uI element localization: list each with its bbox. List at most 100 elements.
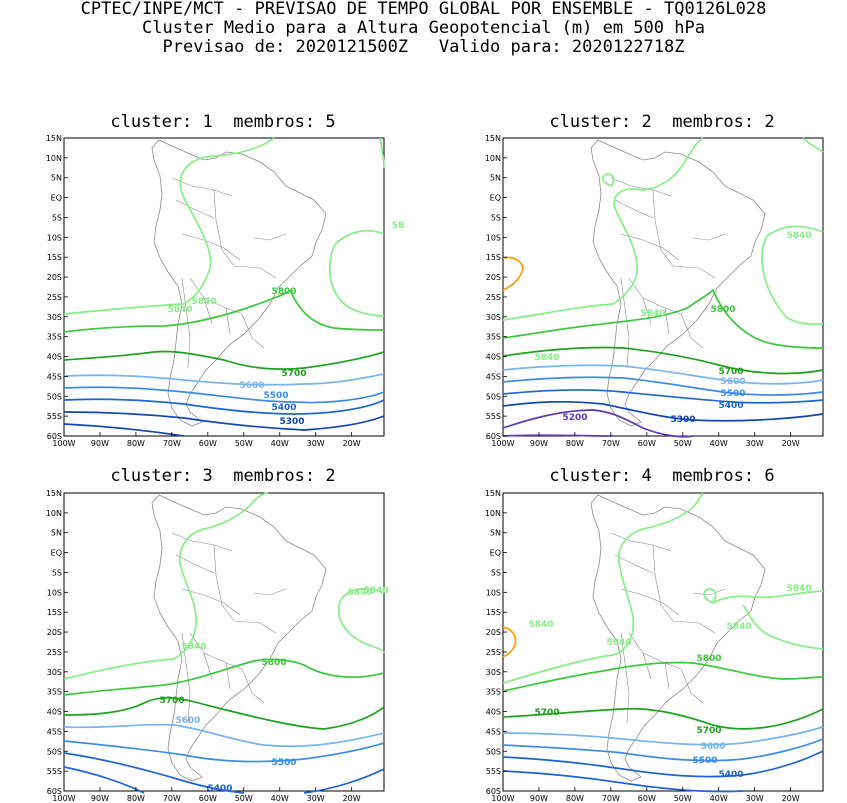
lat-label: 50S xyxy=(486,392,501,401)
contour-line xyxy=(761,225,824,326)
lat-label: EQ xyxy=(51,549,62,558)
contour-label: 5500 xyxy=(692,756,717,766)
contour-label: 5300 xyxy=(279,417,304,427)
lat-label: 10N xyxy=(46,154,62,163)
south-america-outline xyxy=(590,139,766,427)
contour-line xyxy=(502,137,704,321)
south-america-outline xyxy=(151,139,327,427)
contour-line xyxy=(502,626,517,658)
plot-frame xyxy=(502,137,824,437)
lat-label: 60S xyxy=(47,432,62,441)
lat-label: 40S xyxy=(47,353,62,362)
lat-label: 5N xyxy=(51,174,62,183)
lon-label: 30W xyxy=(307,439,325,448)
contour-label: 5500 xyxy=(263,391,288,401)
contour-line xyxy=(502,738,824,762)
plot-frame xyxy=(63,492,385,792)
lat-label: 10S xyxy=(486,233,501,242)
lat-label: 15N xyxy=(46,489,62,498)
lon-label: 80W xyxy=(566,439,584,448)
contour-label: 5840 xyxy=(726,622,751,632)
contour-line xyxy=(63,696,385,730)
country-borders xyxy=(610,177,726,369)
contour-label: 5700 xyxy=(534,708,559,718)
plot-frame xyxy=(63,137,385,437)
lat-label: 50S xyxy=(486,747,501,756)
lat-label: 40S xyxy=(47,708,62,717)
contour-line xyxy=(337,588,385,654)
contour-label: 58 xyxy=(392,221,405,231)
panel-cluster-2: cluster: 2 membros: 2 5840 5840 5840 5800 57… xyxy=(477,112,847,448)
lat-label: 15S xyxy=(486,253,501,262)
contour-line xyxy=(63,373,385,386)
contour-label: 5800 xyxy=(710,305,735,315)
contour-line xyxy=(502,750,824,778)
contour-label: 5840 xyxy=(528,620,553,630)
lon-label: 90W xyxy=(91,439,109,448)
lat-label: 15N xyxy=(46,134,62,143)
header-line-2: Cluster Medio para a Altura Geopotencial… xyxy=(142,18,705,38)
contour-line xyxy=(379,137,385,169)
header-line-3: Previsao de: 2020121500Z Valido para: 20… xyxy=(162,37,685,57)
lat-label: 35S xyxy=(47,333,62,342)
lon-label: 70W xyxy=(602,439,620,448)
contour-line xyxy=(502,409,694,438)
lat-label: 15S xyxy=(486,608,501,617)
contour-line xyxy=(63,398,385,415)
lat-label: 55S xyxy=(47,412,62,421)
lon-label: 80W xyxy=(566,794,584,803)
lon-label: 50W xyxy=(235,439,253,448)
lon-label: 50W xyxy=(674,794,692,803)
lat-label: 5N xyxy=(490,174,501,183)
lat-label: 15N xyxy=(485,489,501,498)
lat-label: 20S xyxy=(486,273,501,282)
lon-label: 80W xyxy=(127,439,145,448)
contour-line xyxy=(502,661,824,692)
lat-label: 35S xyxy=(486,333,501,342)
lat-label: 35S xyxy=(486,688,501,697)
contour-line xyxy=(502,707,824,730)
contour-line xyxy=(63,289,385,333)
contour-label: 5840 xyxy=(363,586,388,596)
lat-label: 45S xyxy=(47,372,62,381)
contour-line xyxy=(63,752,245,794)
contour-label: 5600 xyxy=(700,742,725,752)
contour-lines xyxy=(63,137,385,437)
contour-line xyxy=(742,604,824,650)
lat-label: 5N xyxy=(51,529,62,538)
map-cluster-3: 5840584058405800570056005500540015N10N5N… xyxy=(46,489,389,803)
lon-label: 90W xyxy=(91,794,109,803)
contour-line xyxy=(63,658,385,696)
contour-line xyxy=(502,376,824,396)
contour-line xyxy=(712,590,824,604)
contour-label: 5300 xyxy=(670,415,695,425)
contour-label: 5700 xyxy=(718,367,743,377)
lat-label: 55S xyxy=(486,767,501,776)
contour-line xyxy=(502,492,704,684)
lon-label: 90W xyxy=(530,794,548,803)
plot-frame xyxy=(502,492,824,792)
lat-label: 5N xyxy=(490,529,501,538)
contour-label: 5700 xyxy=(281,369,306,379)
lat-label: 40S xyxy=(486,353,501,362)
contour-line xyxy=(502,770,744,793)
lat-label: 60S xyxy=(486,787,501,796)
lat-label: 10S xyxy=(47,233,62,242)
lat-label: 45S xyxy=(486,372,501,381)
contour-label: 5800 xyxy=(696,654,721,664)
contour-line xyxy=(63,723,385,748)
coastline xyxy=(151,139,327,427)
contour-label: 5200 xyxy=(562,413,587,423)
contour-line xyxy=(502,256,524,291)
contour-line xyxy=(63,423,185,437)
contour-line xyxy=(63,350,385,370)
contour-line xyxy=(63,137,275,315)
lon-label: 20W xyxy=(343,439,361,448)
country-borders xyxy=(171,177,287,369)
panel-title: cluster: 4 membros: 6 xyxy=(549,466,775,486)
contour-line xyxy=(502,346,824,375)
contour-line xyxy=(63,411,385,431)
contour-line xyxy=(502,434,614,437)
